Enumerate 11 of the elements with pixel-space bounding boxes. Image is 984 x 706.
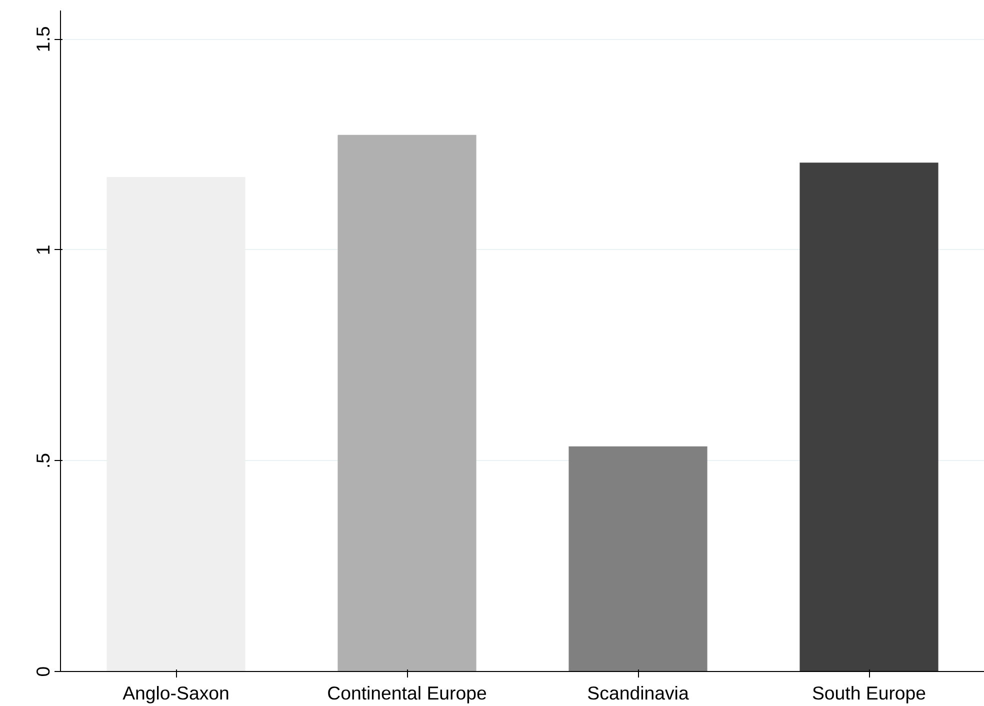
bar (568, 446, 708, 672)
x-tick-label: Scandinavia (587, 682, 690, 704)
y-tick-label: 1 (32, 244, 54, 256)
x-tick-label: Continental Europe (327, 682, 487, 704)
y-tick-label: 1.5 (32, 26, 54, 52)
bar (338, 134, 476, 672)
bar (800, 162, 938, 672)
x-tick-label: Anglo-Saxon (122, 682, 230, 704)
y-tick-label: .5 (32, 452, 54, 468)
y-tick-label: 0 (32, 666, 54, 677)
x-tick-label: South Europe (812, 682, 926, 704)
